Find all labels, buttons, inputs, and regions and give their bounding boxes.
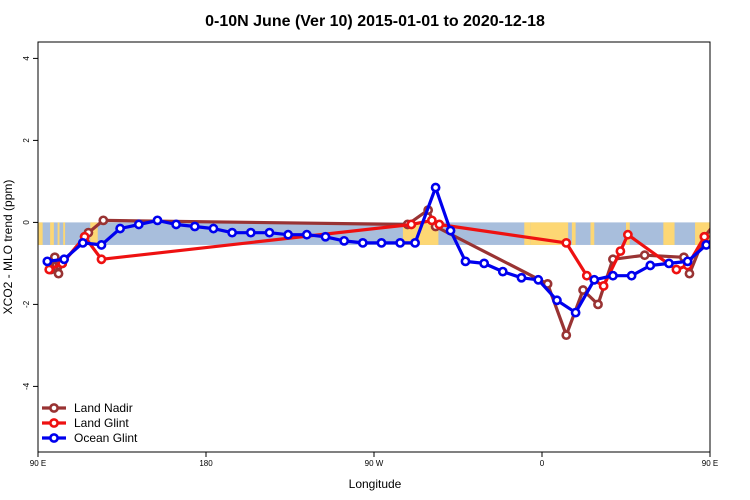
- y-tick-label: 0: [22, 220, 31, 225]
- y-axis-label: XCO2 - MLO trend (ppm): [1, 180, 15, 315]
- x-tick-label: 0: [540, 459, 545, 468]
- point-land-glint: [598, 281, 609, 291]
- point-ocean-glint: [664, 258, 674, 269]
- point-ocean-glint: [115, 223, 126, 234]
- land-patch: [663, 222, 675, 245]
- land-patch: [90, 222, 98, 245]
- point-land-nadir: [684, 268, 695, 279]
- x-tick-label: 180: [199, 459, 213, 468]
- point-ocean-glint: [430, 182, 441, 193]
- point-ocean-glint: [445, 225, 456, 236]
- y-tick-label: -4: [22, 382, 31, 390]
- land-patch: [57, 222, 60, 245]
- point-land-glint: [434, 219, 445, 230]
- point-ocean-glint: [227, 227, 238, 238]
- point-ocean-glint: [152, 215, 163, 226]
- y-axis: -4 -2 0 2 4: [22, 56, 38, 390]
- point-ocean-glint: [208, 223, 219, 234]
- point-ocean-glint: [552, 295, 562, 306]
- point-ocean-glint: [133, 219, 144, 230]
- point-ocean-glint: [497, 266, 508, 277]
- point-ocean-glint: [410, 237, 420, 248]
- point-land-nadir: [561, 330, 572, 341]
- legend-label-land-nadir: Land Nadir: [74, 401, 133, 415]
- land-patch: [38, 222, 43, 245]
- point-land-nadir: [53, 268, 64, 279]
- chart-title: 0-10N June (Ver 10) 2015-01-01 to 2020-1…: [205, 13, 545, 30]
- point-land-glint: [615, 246, 626, 256]
- series-line-land-glint: [48, 218, 710, 288]
- point-ocean-glint: [740, 221, 747, 228]
- x-tick-label: 90 W: [365, 459, 384, 468]
- point-land-glint: [699, 231, 710, 242]
- point-ocean-glint: [96, 240, 107, 250]
- land-patch: [50, 222, 54, 245]
- x-tick-label: 90 E: [30, 459, 46, 468]
- land-patch: [571, 222, 576, 245]
- x-axis-label: Longitude: [349, 477, 402, 491]
- point-ocean-glint: [42, 256, 53, 267]
- point-land-glint: [671, 264, 682, 275]
- point-ocean-glint: [376, 237, 387, 248]
- point-ocean-glint: [59, 254, 70, 265]
- land-patch: [590, 222, 595, 245]
- point-land-nadir: [593, 299, 603, 310]
- point-ocean-glint: [357, 237, 368, 248]
- point-ocean-glint: [395, 237, 406, 248]
- point-ocean-glint: [301, 229, 312, 240]
- land-patch: [524, 222, 531, 245]
- point-ocean-glint: [189, 221, 200, 232]
- point-land-glint: [96, 254, 107, 265]
- point-ocean-glint: [264, 227, 275, 238]
- plot-frame: [37, 41, 711, 453]
- legend-label-land-glint: Land Glint: [74, 416, 129, 430]
- point-ocean-glint: [171, 219, 182, 230]
- point-ocean-glint: [626, 270, 637, 281]
- y-tick-label: 4: [22, 56, 31, 61]
- legend-label-ocean-glint: Ocean Glint: [74, 431, 138, 445]
- legend-marker-land-nadir: [49, 403, 59, 413]
- point-ocean-glint: [516, 272, 527, 283]
- point-ocean-glint: [682, 256, 693, 267]
- point-ocean-glint: [589, 274, 600, 285]
- point-ocean-glint: [479, 258, 490, 269]
- point-ocean-glint: [245, 227, 256, 238]
- series-layer: [42, 182, 747, 341]
- point-ocean-glint: [339, 235, 350, 246]
- point-land-glint: [581, 270, 592, 281]
- point-land-nadir: [639, 250, 650, 261]
- point-ocean-glint: [460, 256, 471, 267]
- series-line-ocean-glint: [47, 186, 710, 315]
- point-land-glint: [426, 215, 437, 226]
- y-tick-label: 2: [22, 138, 31, 143]
- x-tick-label: 90 E: [702, 459, 718, 468]
- point-ocean-glint: [533, 274, 544, 285]
- point-land-glint: [716, 256, 723, 263]
- y-tick-label: -2: [22, 300, 31, 308]
- point-land-nadir: [98, 215, 109, 226]
- point-land-glint: [44, 264, 55, 275]
- point-land-glint: [406, 219, 417, 230]
- point-ocean-glint: [283, 229, 294, 240]
- point-ocean-glint: [570, 307, 581, 318]
- legend-marker-ocean-glint: [49, 433, 59, 443]
- land-patch: [63, 222, 66, 245]
- point-land-glint: [622, 229, 633, 240]
- legend-marker-land-glint: [49, 418, 59, 428]
- point-land-nadir: [714, 217, 721, 224]
- point-ocean-glint: [721, 225, 728, 232]
- point-land-glint: [561, 237, 572, 248]
- point-ocean-glint: [608, 270, 618, 281]
- point-ocean-glint: [77, 237, 88, 248]
- point-ocean-glint: [645, 260, 656, 271]
- point-ocean-glint: [320, 231, 331, 242]
- point-ocean-glint: [701, 240, 710, 250]
- x-axis: 90 E 180 90 W 0 90 E: [30, 452, 718, 468]
